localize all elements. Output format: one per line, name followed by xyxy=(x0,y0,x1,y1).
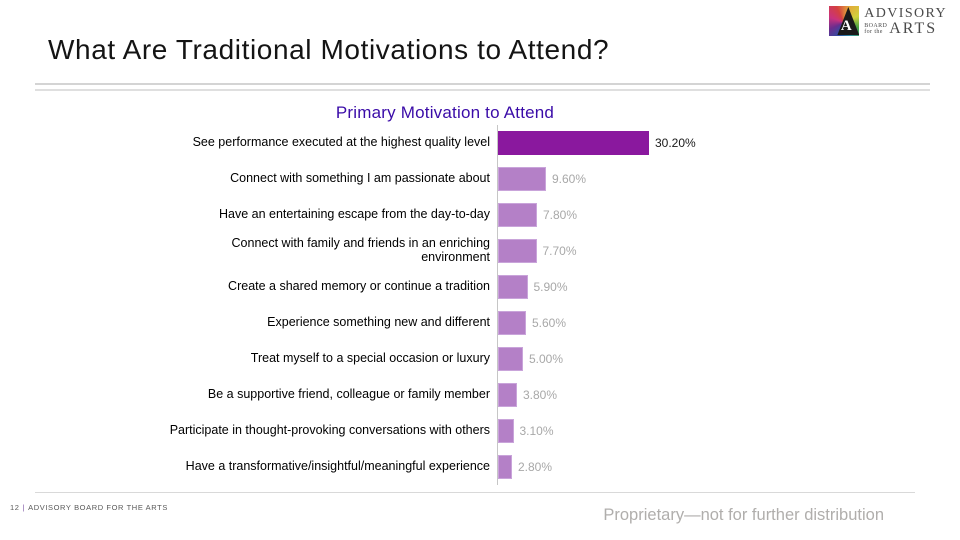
logo-monogram: A xyxy=(840,18,852,34)
chart-row: Treat myself to a special occasion or lu… xyxy=(161,341,881,377)
bar-value-label: 30.20% xyxy=(655,136,696,150)
page-number: 12 xyxy=(10,503,20,512)
bar-zone: 5.90% xyxy=(497,269,881,305)
bar-zone: 7.70% xyxy=(497,233,881,269)
bar-chart: See performance executed at the highest … xyxy=(161,125,881,485)
bar-zone: 9.60% xyxy=(497,161,881,197)
bar xyxy=(498,167,546,191)
bar xyxy=(498,311,526,335)
proprietary-notice: Proprietary—not for further distribution xyxy=(603,506,884,524)
bar xyxy=(498,419,514,443)
category-label: Have an entertaining escape from the day… xyxy=(219,207,490,222)
bar-zone: 3.80% xyxy=(497,377,881,413)
bar-value-label: 7.70% xyxy=(542,244,577,258)
bar-value-label: 5.90% xyxy=(533,280,568,294)
footer-left: 12 | ADVISORY BOARD FOR THE ARTS xyxy=(10,503,168,512)
logo: A ADVISORY BOARD for the ARTS xyxy=(829,6,947,36)
category-label: Participate in thought-provoking convers… xyxy=(169,423,490,438)
page-title: What Are Traditional Motivations to Atte… xyxy=(48,34,610,65)
bar-value-label: 9.60% xyxy=(552,172,587,186)
logo-mark-icon: A xyxy=(829,6,860,36)
category-label: Experience something new and different xyxy=(267,315,490,330)
logo-arts: ARTS xyxy=(889,19,938,37)
chart-row: Create a shared memory or continue a tra… xyxy=(161,269,881,305)
bar-zone: 5.00% xyxy=(497,341,881,377)
chart-row: See performance executed at the highest … xyxy=(161,125,881,161)
chart-row: Connect with something I am passionate a… xyxy=(161,161,881,197)
footer-org: ADVISORY BOARD FOR THE ARTS xyxy=(28,503,168,512)
bar xyxy=(498,239,537,263)
chart-title: Primary Motivation to Attend xyxy=(335,103,555,122)
category-label: See performance executed at the highest … xyxy=(192,135,490,150)
chart-row: Connect with family and friends in an en… xyxy=(161,233,881,269)
logo-board-for-the: BOARD for the xyxy=(864,22,888,35)
logo-advisory: ADVISORY xyxy=(864,5,947,21)
chart-row: Have an entertaining escape from the day… xyxy=(161,197,881,233)
bar-value-label: 5.00% xyxy=(529,352,564,366)
chart-row: Participate in thought-provoking convers… xyxy=(161,413,881,449)
category-label: Connect with family and friends in an en… xyxy=(231,236,490,264)
bar-zone: 30.20% xyxy=(497,125,881,161)
bar-value-label: 3.10% xyxy=(519,424,554,438)
bar-zone: 2.80% xyxy=(497,449,881,485)
footer-separator: | xyxy=(22,503,26,512)
bar-value-label: 7.80% xyxy=(543,208,578,222)
chart-row: Be a supportive friend, colleague or fam… xyxy=(161,377,881,413)
bar-zone: 5.60% xyxy=(497,305,881,341)
bar-value-label: 2.80% xyxy=(518,460,553,474)
bar-value-label: 3.80% xyxy=(523,388,558,402)
bar xyxy=(498,275,528,299)
bar xyxy=(498,203,537,227)
bar xyxy=(498,383,517,407)
bar-value-label: 5.60% xyxy=(532,316,567,330)
category-label: Be a supportive friend, colleague or fam… xyxy=(207,387,490,402)
footer-divider xyxy=(35,492,915,493)
bar-zone: 7.80% xyxy=(497,197,881,233)
category-label: Treat myself to a special occasion or lu… xyxy=(250,351,490,366)
bar-zone: 3.10% xyxy=(497,413,881,449)
category-label: Connect with something I am passionate a… xyxy=(230,171,490,186)
logo-text: ADVISORY BOARD for the ARTS xyxy=(864,5,947,37)
bar xyxy=(498,347,523,371)
category-label: Create a shared memory or continue a tra… xyxy=(228,279,490,294)
logo-a-triangle-icon: A xyxy=(837,7,860,35)
category-label: Have a transformative/insightful/meaning… xyxy=(185,459,490,474)
bar xyxy=(498,131,649,155)
bar xyxy=(498,455,512,479)
title-divider xyxy=(35,83,930,91)
chart-row: Experience something new and different 5.… xyxy=(161,305,881,341)
chart-row: Have a transformative/insightful/meaning… xyxy=(161,449,881,485)
